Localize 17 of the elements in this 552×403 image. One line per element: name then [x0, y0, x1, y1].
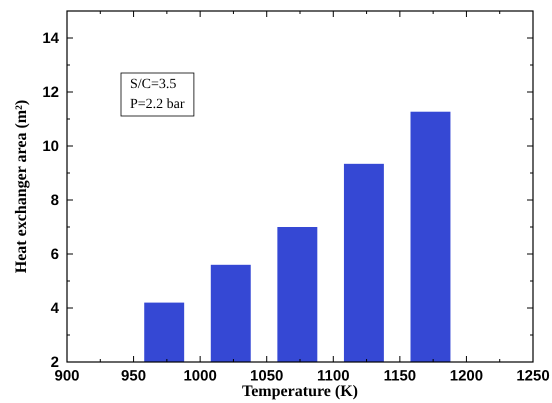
y-tick-label: 10 — [42, 138, 59, 155]
x-tick-label: 1000 — [183, 368, 217, 385]
x-tick-label: 1100 — [317, 368, 350, 385]
x-axis-title: Temperature (K) — [242, 383, 358, 400]
x-tick-label: 1200 — [450, 368, 484, 385]
annotation: S/C=3.5 — [130, 77, 176, 92]
x-tick-label: 1050 — [250, 368, 284, 385]
annotation: P=2.2 bar — [130, 97, 185, 112]
y-tick-label: 14 — [42, 30, 60, 47]
y-tick-label: 8 — [50, 192, 59, 209]
y-tick-label: 4 — [50, 300, 60, 317]
y-axis-title: Heat exchanger area (m²) — [13, 100, 30, 274]
y-tick-label: 12 — [42, 84, 59, 101]
x-tick-label: 1150 — [384, 368, 416, 385]
x-tick-label: 950 — [121, 368, 146, 385]
y-tick-label: 6 — [50, 246, 59, 263]
x-tick-label: 1250 — [516, 368, 550, 385]
